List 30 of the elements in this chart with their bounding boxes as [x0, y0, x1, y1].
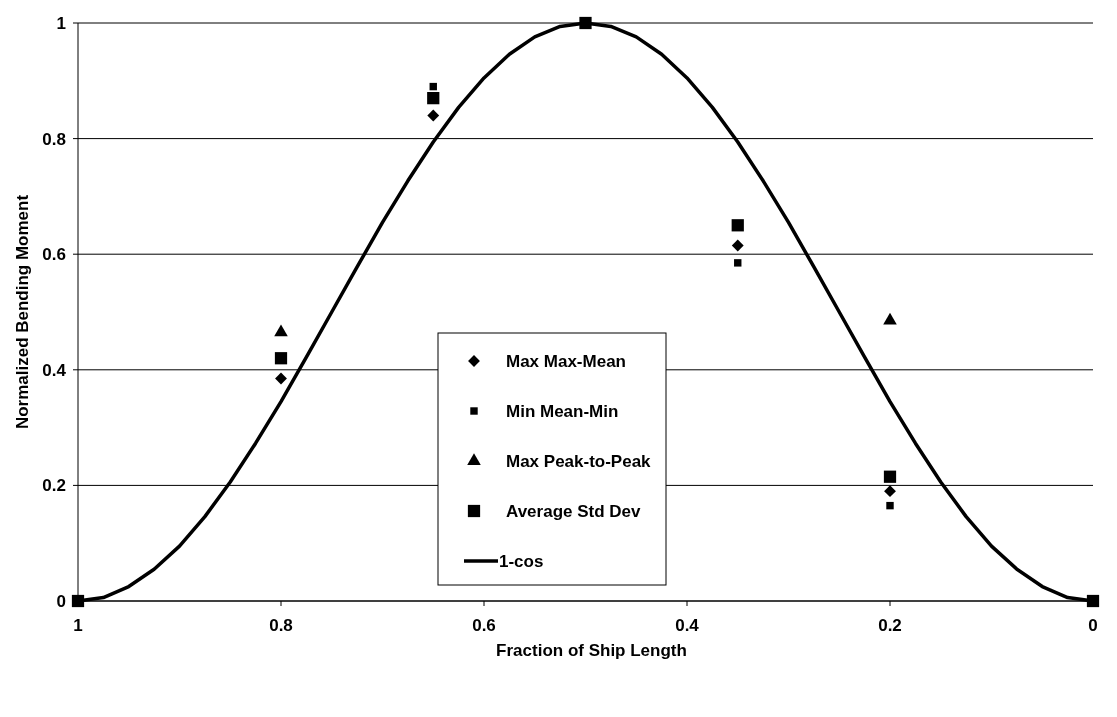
point [731, 239, 744, 252]
point [427, 109, 440, 122]
point [883, 470, 897, 483]
x-tick-label: 0.6 [472, 616, 496, 635]
point [274, 352, 288, 365]
legend-label: 1-cos [499, 551, 544, 571]
x-axis-title: Fraction of Ship Length [496, 641, 687, 660]
point [886, 501, 894, 510]
x-tick-label: 0.8 [269, 616, 293, 635]
legend-label: Min Mean-Min [506, 401, 619, 421]
point [275, 372, 287, 385]
x-tick-label: 0.2 [878, 616, 902, 635]
y-tick-label: 0.2 [42, 476, 66, 496]
point [884, 485, 896, 498]
y-tick-label: 0 [56, 591, 66, 611]
x-tick-label: 0.4 [675, 616, 700, 635]
y-tick-label: 0.6 [42, 245, 66, 265]
y-tick-label: 0.4 [42, 360, 67, 380]
point [734, 259, 742, 267]
legend-label: Max Max-Mean [506, 351, 626, 371]
x-tick-label: 0 [1088, 616, 1098, 635]
point [274, 324, 288, 337]
legend-label: Max Peak-to-Peak [506, 451, 652, 471]
point [427, 92, 440, 105]
point [731, 219, 744, 232]
y-tick-label: 0.8 [42, 129, 66, 149]
y-axis-title: Normalized Bending Moment [13, 194, 32, 430]
y-tick-label: 1 [56, 13, 66, 33]
legend-label: Average Std Dev [506, 501, 642, 521]
x-tick-label: 1 [73, 616, 83, 635]
